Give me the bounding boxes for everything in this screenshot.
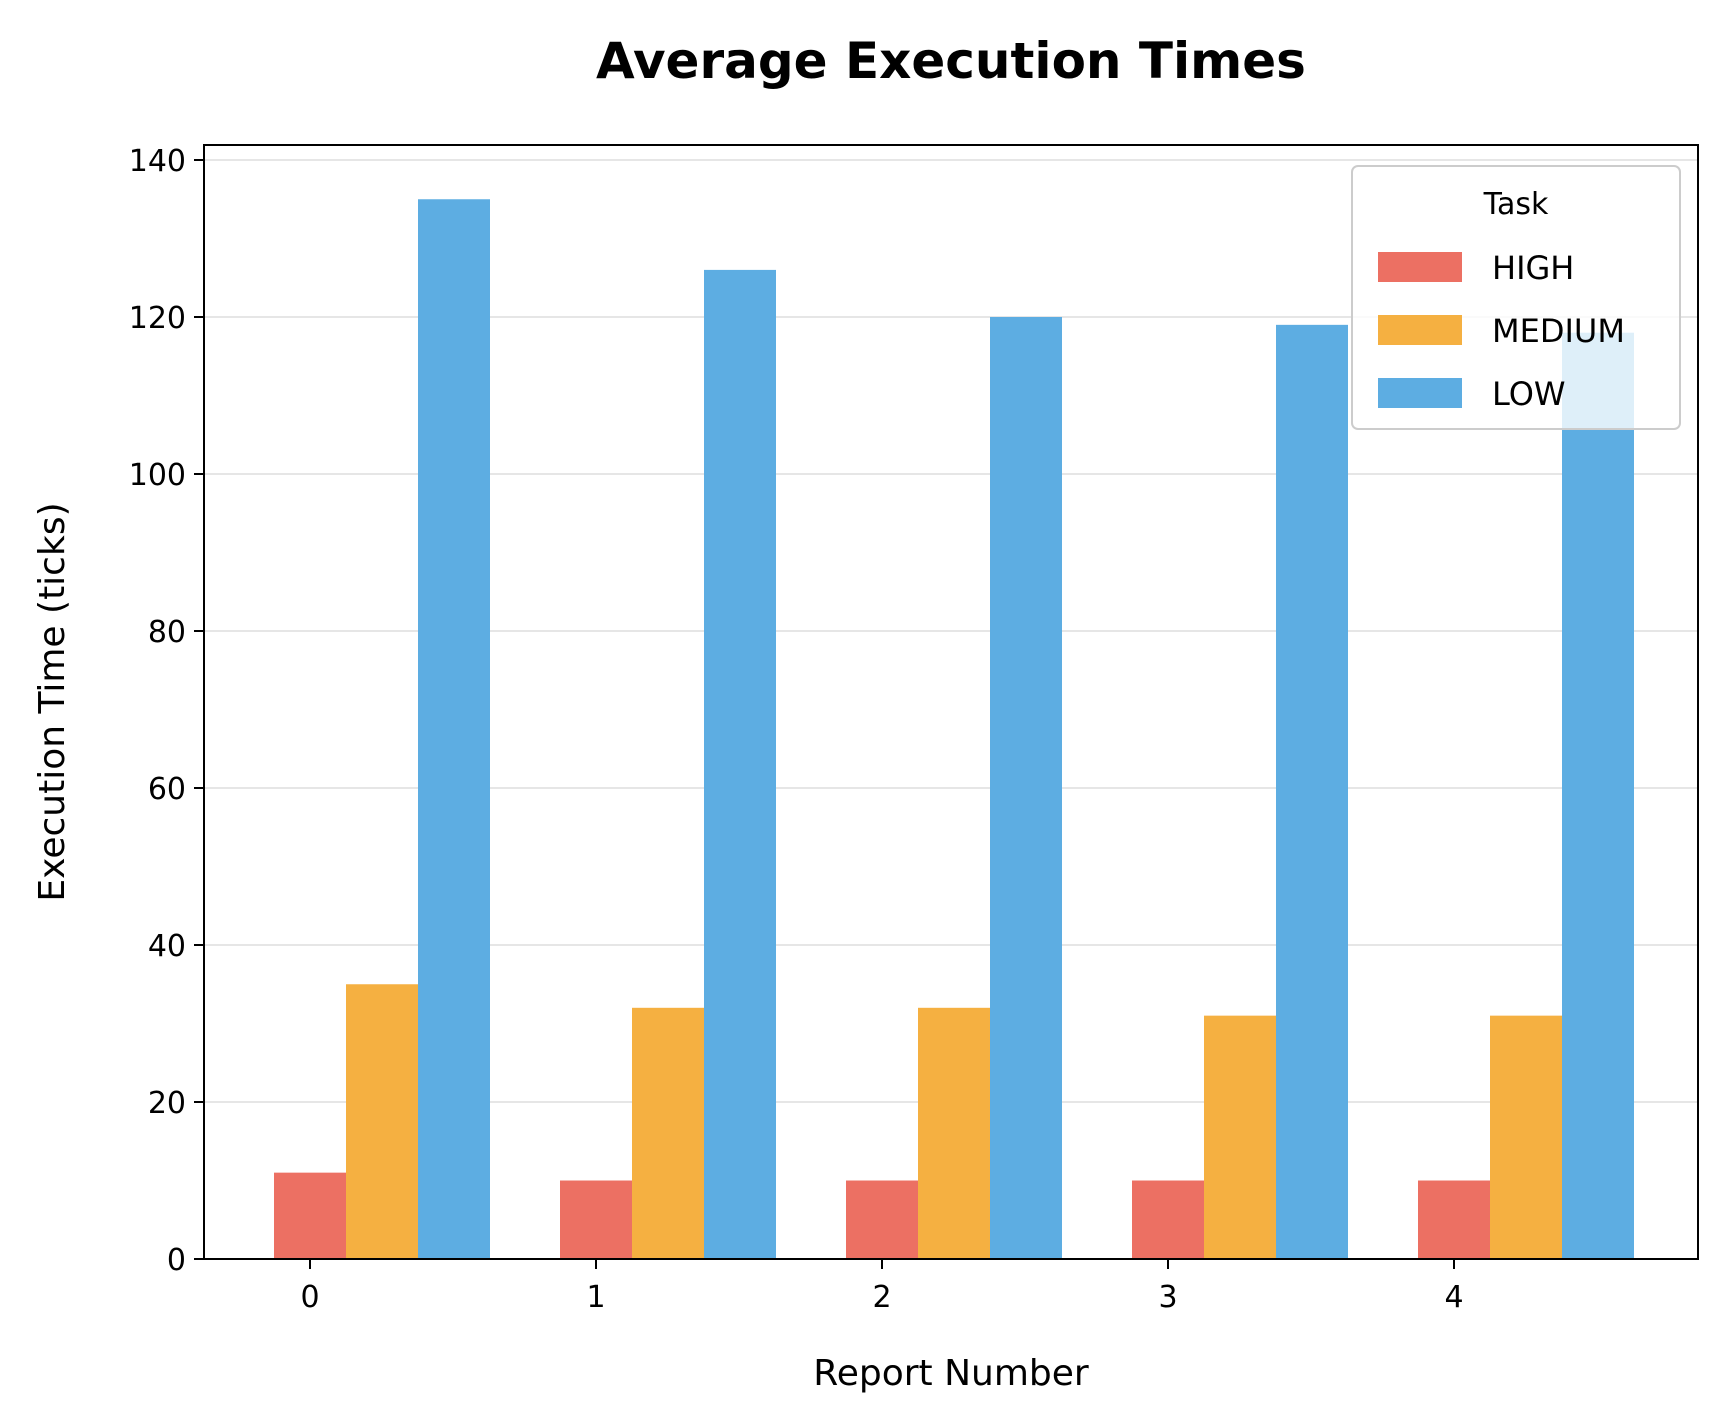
legend-swatch-low [1378, 378, 1462, 408]
bar-medium-report-4 [1490, 1015, 1562, 1259]
bar-high-report-2 [846, 1180, 918, 1259]
x-tick-label: 4 [1444, 1280, 1463, 1315]
bar-high-report-4 [1418, 1180, 1490, 1259]
bars [274, 199, 1634, 1260]
legend-label-medium: MEDIUM [1492, 312, 1625, 350]
x-tick-label: 2 [872, 1280, 891, 1315]
legend-label-high: HIGH [1492, 249, 1574, 287]
bar-medium-report-3 [1204, 1015, 1276, 1259]
y-tick-label: 80 [148, 615, 186, 650]
legend-swatch-high [1378, 252, 1462, 282]
bar-medium-report-0 [346, 984, 418, 1259]
y-tick-label: 20 [148, 1086, 186, 1121]
y-tick-label: 140 [129, 144, 186, 179]
y-tick-label: 0 [167, 1243, 186, 1278]
bar-medium-report-2 [918, 1007, 990, 1259]
bar-high-report-1 [560, 1180, 632, 1259]
legend-swatch-medium [1378, 315, 1462, 345]
chart-title: Average Execution Times [596, 32, 1306, 90]
y-tick-label: 60 [148, 772, 186, 807]
bar-high-report-3 [1132, 1180, 1204, 1259]
bar-low-report-2 [990, 317, 1062, 1259]
legend-title: Task [1483, 187, 1549, 222]
bar-low-report-1 [704, 269, 776, 1259]
x-tick-label: 1 [586, 1280, 605, 1315]
y-tick-label: 100 [129, 458, 186, 493]
x-tick-label: 0 [300, 1280, 319, 1315]
x-tick-label: 3 [1158, 1280, 1177, 1315]
bar-high-report-0 [274, 1172, 346, 1259]
legend: Task HIGH MEDIUM LOW [1351, 165, 1681, 430]
bar-low-report-0 [418, 199, 490, 1259]
legend-box [1351, 165, 1681, 430]
y-tick-label: 120 [129, 301, 186, 336]
plot-frame [203, 144, 1699, 1260]
legend-label-low: LOW [1492, 375, 1566, 413]
x-axis-ticks: 0 1 2 3 4 [300, 1259, 1464, 1315]
y-axis-label: Execution Time (ticks) [32, 502, 73, 901]
y-axis-ticks: 0 20 40 60 80 100 120 140 [129, 144, 204, 1278]
y-tick-label: 40 [148, 929, 186, 964]
bar-low-report-3 [1276, 324, 1348, 1260]
bar-medium-report-1 [632, 1007, 704, 1259]
bar-low-report-4 [1562, 332, 1634, 1259]
x-axis-label: Report Number [813, 1353, 1089, 1394]
